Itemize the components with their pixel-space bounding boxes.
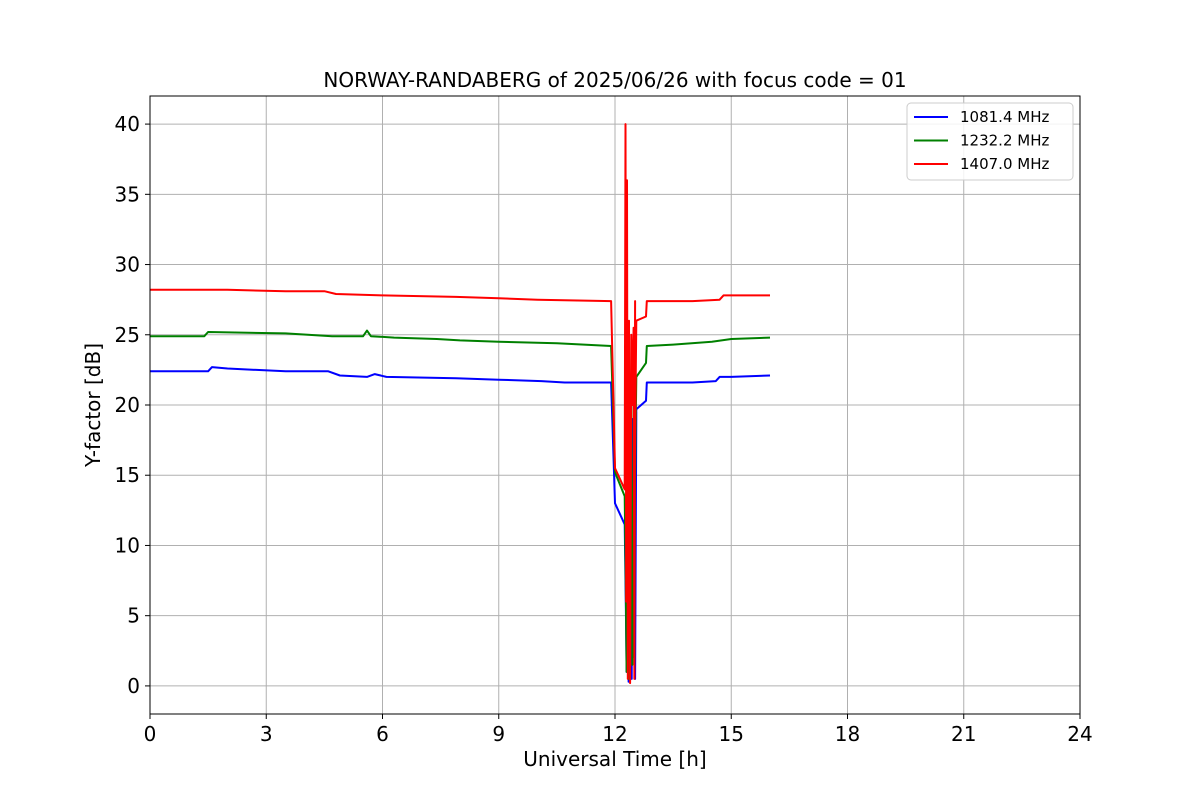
- legend-box: [906, 102, 1074, 181]
- series-line: [150, 123, 770, 685]
- x-tick-label: 6: [376, 722, 389, 746]
- y-tick-label: 35: [115, 182, 140, 206]
- x-tick-label: 21: [951, 722, 976, 746]
- x-tick-label: 12: [602, 722, 627, 746]
- ticks: 0 3 6 9 12 15 18 21 24 0 5 10 15 20 25 30 35 40: [115, 112, 1093, 746]
- x-tick-label: 0: [144, 722, 157, 746]
- x-tick-label: 18: [835, 722, 860, 746]
- y-tick-label: 30: [115, 253, 140, 277]
- x-axis-label: Universal Time [h]: [523, 747, 706, 771]
- series-group: [150, 123, 771, 685]
- y-axis-label: Y-factor [dB]: [81, 343, 105, 468]
- y-tick-label: 5: [127, 604, 140, 628]
- y-tick-label: 25: [115, 323, 140, 347]
- x-tick-label: 15: [719, 722, 744, 746]
- grid: [149, 96, 1081, 714]
- y-tick-label: 10: [115, 533, 140, 557]
- y-tick-label: 15: [115, 463, 140, 487]
- y-tick-label: 40: [115, 112, 140, 136]
- chart-title: NORWAY-RANDABERG of 2025/06/26 with focu…: [323, 68, 906, 92]
- x-tick-label: 3: [260, 722, 273, 746]
- series-line: [150, 366, 771, 683]
- y-tick-label: 20: [115, 393, 140, 417]
- legend-label: 1232.2 MHz: [960, 132, 1049, 150]
- legend-label: 1407.0 MHz: [960, 155, 1049, 173]
- legend-label: 1081.4 MHz: [960, 108, 1049, 126]
- y-tick-label: 0: [127, 674, 140, 698]
- x-tick-label: 24: [1067, 722, 1092, 746]
- x-tick-label: 9: [492, 722, 505, 746]
- legend: 1081.4 MHz 1232.2 MHz 1407.0 MHz: [906, 102, 1074, 181]
